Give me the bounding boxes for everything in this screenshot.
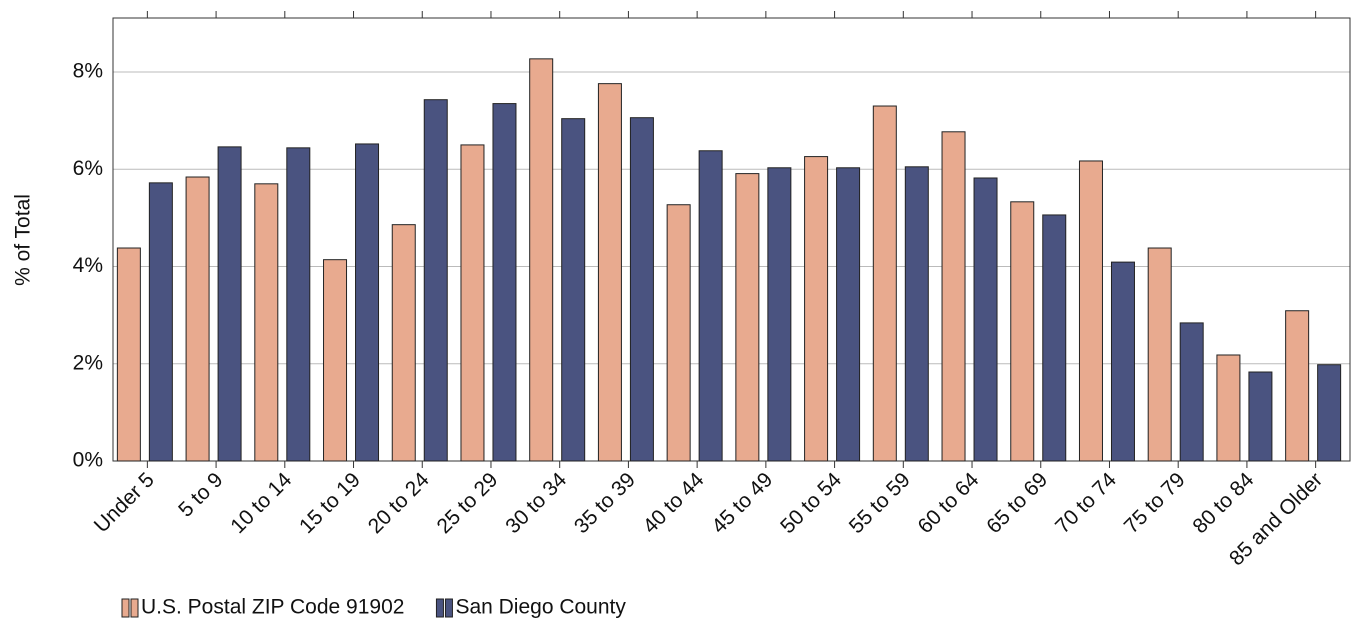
plot-frame <box>112 17 1351 462</box>
bar <box>1042 214 1067 462</box>
bar <box>872 105 897 462</box>
x-tick-label: 35 to 39 <box>570 468 640 538</box>
x-tick-label: Under 5 <box>90 468 159 537</box>
x-tick-label: 45 to 49 <box>707 468 777 538</box>
legend-item <box>121 598 139 618</box>
x-tick-label: 55 to 59 <box>845 468 915 538</box>
bar <box>698 150 723 462</box>
bar <box>529 58 554 462</box>
bar <box>323 259 348 462</box>
x-tick-label: 10 to 14 <box>226 468 296 538</box>
bar <box>1010 201 1035 462</box>
x-tick-label: 30 to 34 <box>501 468 571 538</box>
bar <box>735 173 760 462</box>
bar <box>804 156 829 462</box>
bar <box>254 183 279 462</box>
bar <box>391 224 416 462</box>
x-tick-label: 50 to 54 <box>776 468 846 538</box>
bar <box>460 144 485 462</box>
x-tick-label: 5 to 9 <box>174 468 227 521</box>
bar <box>148 182 173 462</box>
bar <box>836 167 861 462</box>
bar <box>355 143 380 462</box>
bar <box>1285 310 1310 462</box>
bar <box>423 99 448 462</box>
bar <box>1078 160 1103 462</box>
x-tick-label: 60 to 64 <box>914 468 984 538</box>
bar <box>561 118 586 462</box>
bar <box>941 131 966 462</box>
x-tick-label: 25 to 29 <box>432 468 502 538</box>
x-tick-label: 15 to 19 <box>295 468 365 538</box>
y-tick-label: 2% <box>73 351 103 374</box>
x-tick-label: 65 to 69 <box>982 468 1052 538</box>
bar <box>767 167 792 462</box>
legend-swatch <box>121 598 130 618</box>
x-tick-label: 80 to 84 <box>1188 468 1258 538</box>
bar <box>973 177 998 462</box>
bar <box>185 176 210 462</box>
bar <box>1179 322 1204 462</box>
x-tick-label: 40 to 44 <box>639 468 709 538</box>
bar <box>666 204 691 462</box>
bar <box>116 247 141 462</box>
bar <box>629 117 654 462</box>
x-tick-label: 75 to 79 <box>1120 468 1190 538</box>
bar <box>1216 354 1241 462</box>
legend-swatch <box>435 598 444 618</box>
legend-label: U.S. Postal ZIP Code 91902 <box>141 596 404 619</box>
x-tick-label: 20 to 24 <box>364 468 434 538</box>
legend-item <box>435 598 453 618</box>
bar <box>492 103 517 462</box>
bar <box>1147 247 1172 462</box>
bar <box>1248 371 1273 462</box>
legend-swatch <box>444 598 453 618</box>
y-tick-label: 4% <box>73 254 103 277</box>
y-tick-label: 6% <box>73 157 103 180</box>
bar <box>217 146 242 462</box>
bar <box>597 83 622 462</box>
legend-label: San Diego County <box>455 596 626 619</box>
bar <box>1317 364 1342 462</box>
bar <box>1110 261 1135 462</box>
x-tick-label: 70 to 74 <box>1051 468 1121 538</box>
bar <box>286 147 311 462</box>
y-tick-label: 8% <box>73 60 103 83</box>
legend-swatch <box>130 598 139 618</box>
y-axis-label: % of Total <box>12 194 35 286</box>
bar <box>904 166 929 462</box>
y-tick-label: 0% <box>73 449 103 472</box>
